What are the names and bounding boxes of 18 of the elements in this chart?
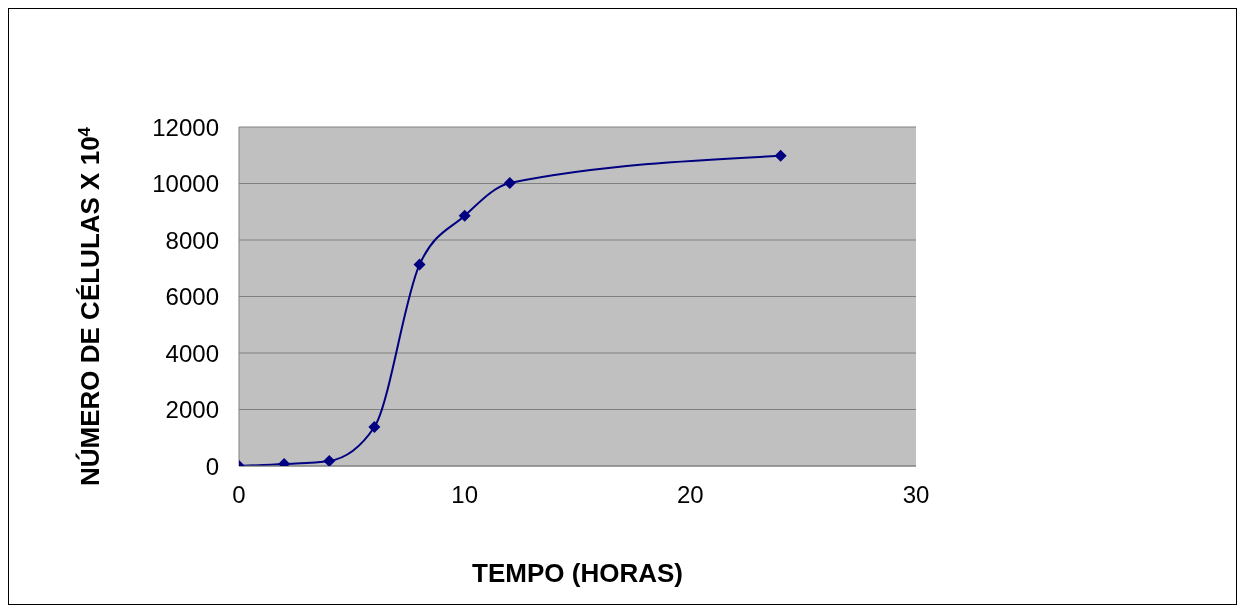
point xyxy=(458,209,471,222)
y-tick-label: 8000 xyxy=(165,226,219,254)
point xyxy=(774,149,787,162)
x-tick-label: 30 xyxy=(902,481,930,509)
point xyxy=(368,421,381,434)
y-tick-label: 12000 xyxy=(152,113,219,141)
point xyxy=(323,454,336,466)
y-tick-label: 10000 xyxy=(152,170,219,198)
x-axis-title: TEMPO (HORAS) xyxy=(472,558,683,588)
point xyxy=(503,176,516,189)
x-tick-label: 10 xyxy=(451,481,479,509)
y-tick-label: 6000 xyxy=(165,283,219,311)
x-tick-label: 0 xyxy=(232,481,246,509)
y-tick-label: 0 xyxy=(205,452,219,480)
y-tick-label: 4000 xyxy=(165,339,219,367)
y-tick-label: 2000 xyxy=(165,396,219,424)
x-tick-label: 20 xyxy=(676,481,704,509)
point xyxy=(413,258,426,271)
